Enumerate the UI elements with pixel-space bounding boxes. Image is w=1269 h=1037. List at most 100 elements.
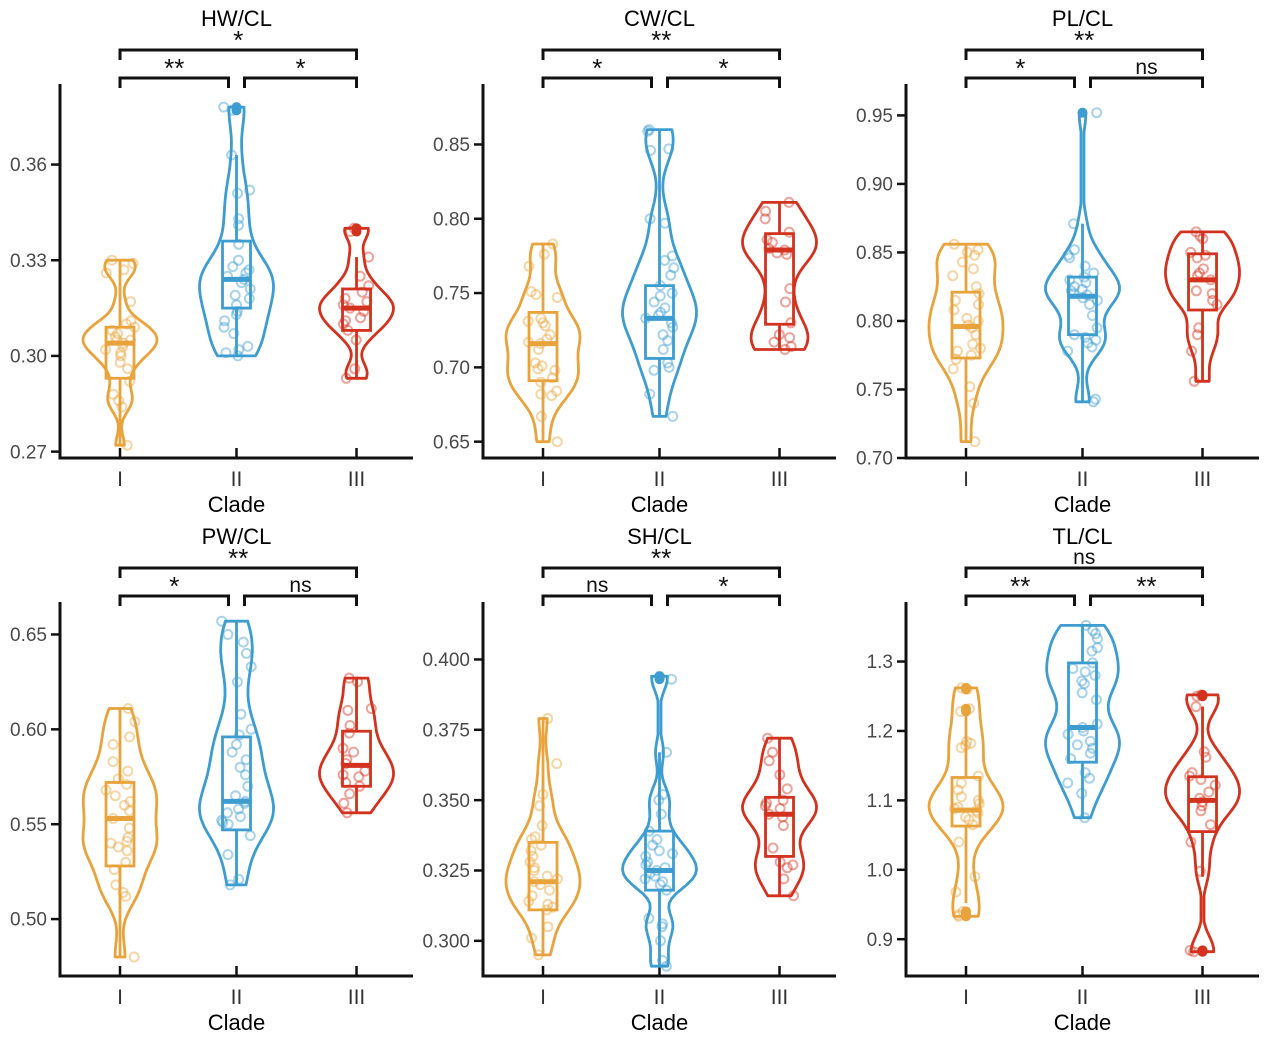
- data-point: [1084, 747, 1096, 759]
- data-point: [972, 807, 984, 819]
- data-point: [125, 296, 137, 308]
- data-point: [1086, 310, 1098, 321]
- data-point: [112, 328, 124, 340]
- data-point: [359, 765, 371, 777]
- data-point: [245, 723, 257, 735]
- data-point: [1077, 722, 1089, 733]
- violin-clade-III: [741, 736, 818, 898]
- x-tick-label-clade-II: II: [654, 468, 666, 491]
- data-point: [648, 296, 660, 308]
- data-point: [116, 401, 128, 413]
- data-point: [975, 342, 986, 354]
- jitter-points-clade-II: [639, 670, 678, 972]
- significance-label: ns: [586, 574, 608, 597]
- data-point: [217, 816, 229, 828]
- jitter-points-clade-III: [337, 672, 377, 819]
- data-point: [1185, 246, 1197, 258]
- y-tick-label: 0.400: [423, 650, 470, 671]
- data-point: [950, 886, 962, 898]
- data-point: [651, 865, 663, 876]
- group-clade-I: [504, 713, 582, 961]
- data-point: [1186, 345, 1198, 357]
- data-point: [970, 281, 982, 293]
- outlier-point: [1077, 107, 1088, 118]
- data-point: [953, 910, 965, 922]
- data-point: [972, 244, 984, 256]
- data-point: [667, 848, 678, 860]
- data-point: [234, 811, 246, 823]
- data-point: [969, 249, 981, 261]
- panel-tl-cl: TL/CL ns ** ** 0.9 1.0 1.1 1.2 1.3 I II III Clade: [846, 518, 1269, 1036]
- data-point: [1084, 735, 1096, 747]
- data-point: [124, 731, 135, 743]
- y-tick-label: 1.1: [867, 791, 893, 812]
- data-point: [233, 213, 245, 225]
- y-tick-label: 0.75: [856, 380, 893, 401]
- group-clade-II: [621, 124, 698, 422]
- data-point: [344, 720, 356, 731]
- data-point: [654, 879, 666, 891]
- data-point: [233, 238, 245, 250]
- significance-label: **: [1074, 25, 1094, 55]
- data-point: [955, 791, 967, 803]
- data-point: [973, 798, 985, 810]
- group-clade-I: [81, 703, 159, 963]
- data-point: [970, 805, 982, 817]
- data-point: [240, 769, 251, 781]
- jitter-points-clade-III: [759, 196, 797, 355]
- data-point: [1091, 322, 1103, 334]
- data-point: [230, 309, 242, 320]
- data-point: [534, 800, 546, 812]
- x-axis-label: Clade: [208, 492, 265, 517]
- data-point: [123, 822, 135, 834]
- data-point: [234, 761, 246, 773]
- data-point: [547, 372, 558, 384]
- data-point: [121, 845, 133, 857]
- data-point: [649, 870, 661, 882]
- data-point: [648, 364, 660, 376]
- x-tick-label-clade-I: I: [117, 986, 123, 1009]
- box-clade-II: [644, 829, 675, 892]
- data-point: [342, 704, 354, 716]
- violin-clade-I: [927, 242, 1005, 443]
- data-point: [970, 329, 982, 341]
- data-point: [948, 238, 960, 250]
- data-point: [961, 683, 973, 695]
- x-tick-label-clade-III: III: [771, 986, 789, 1009]
- data-point: [644, 388, 656, 400]
- data-point: [232, 350, 244, 362]
- data-point: [1076, 675, 1088, 687]
- jitter-points-clade-I: [522, 238, 563, 448]
- group-clade-I: [81, 254, 159, 451]
- data-point: [356, 286, 368, 298]
- box-clade-I: [104, 781, 136, 868]
- bracket-II-III: [666, 76, 782, 88]
- data-point: [655, 935, 666, 947]
- data-point: [967, 263, 979, 275]
- data-point: [129, 716, 141, 728]
- outlier-point: [1197, 946, 1208, 957]
- panel-cw-cl: CW/CL ** * * 0.65 0.70 0.75 0.80 0.85 I II III Clade: [423, 0, 846, 518]
- data-point: [109, 331, 121, 343]
- bracket-I-II: [118, 76, 230, 88]
- data-point: [352, 676, 363, 688]
- data-point: [1188, 946, 1200, 958]
- data-point: [231, 299, 242, 311]
- data-point: [1197, 796, 1209, 808]
- x-tick-label-clade-I: I: [540, 468, 546, 491]
- data-point: [667, 410, 679, 422]
- y-tick-label: 0.36: [10, 155, 47, 176]
- box-clade-II: [1067, 275, 1098, 337]
- data-point: [1068, 288, 1080, 300]
- data-point: [537, 789, 549, 800]
- data-point: [244, 184, 256, 196]
- significance-label: ns: [1073, 546, 1095, 569]
- data-point: [525, 845, 537, 857]
- significance-label: *: [1015, 53, 1025, 83]
- data-point: [551, 873, 563, 885]
- data-point: [1091, 107, 1103, 119]
- box-clade-II: [644, 284, 675, 360]
